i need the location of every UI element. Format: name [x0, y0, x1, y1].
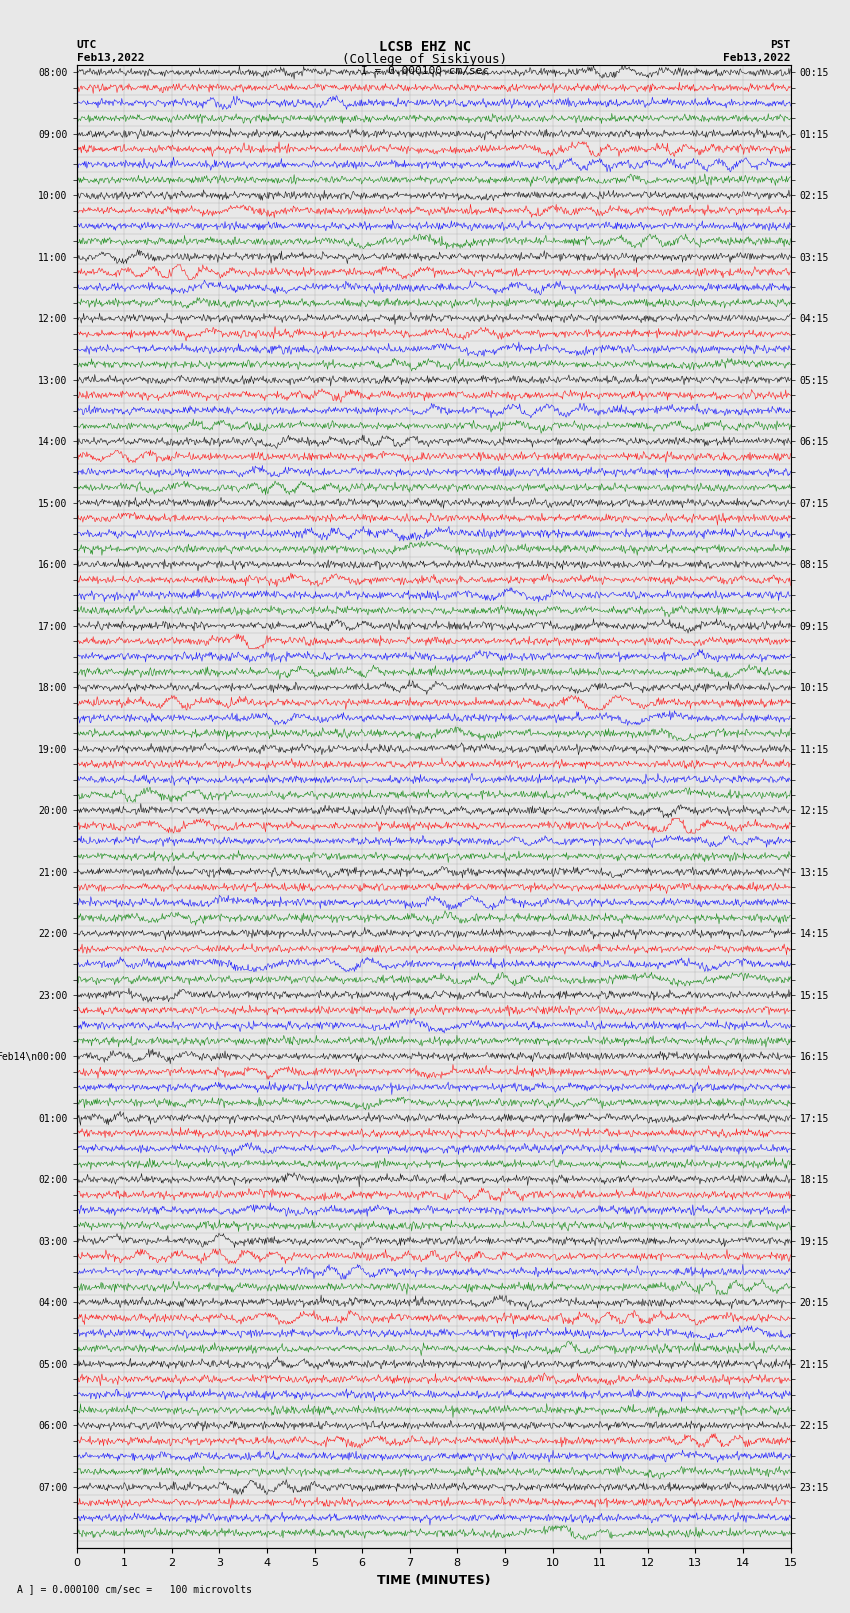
Text: I = 0.000100 cm/sec: I = 0.000100 cm/sec: [361, 66, 489, 76]
Text: PST: PST: [770, 40, 790, 50]
Text: A ] = 0.000100 cm/sec =   100 microvolts: A ] = 0.000100 cm/sec = 100 microvolts: [17, 1584, 252, 1594]
X-axis label: TIME (MINUTES): TIME (MINUTES): [377, 1574, 490, 1587]
Text: (College of Siskiyous): (College of Siskiyous): [343, 53, 507, 66]
Text: UTC: UTC: [76, 40, 97, 50]
Text: LCSB EHZ NC: LCSB EHZ NC: [379, 40, 471, 55]
Text: Feb13,2022: Feb13,2022: [76, 53, 144, 63]
Text: Feb13,2022: Feb13,2022: [723, 53, 791, 63]
